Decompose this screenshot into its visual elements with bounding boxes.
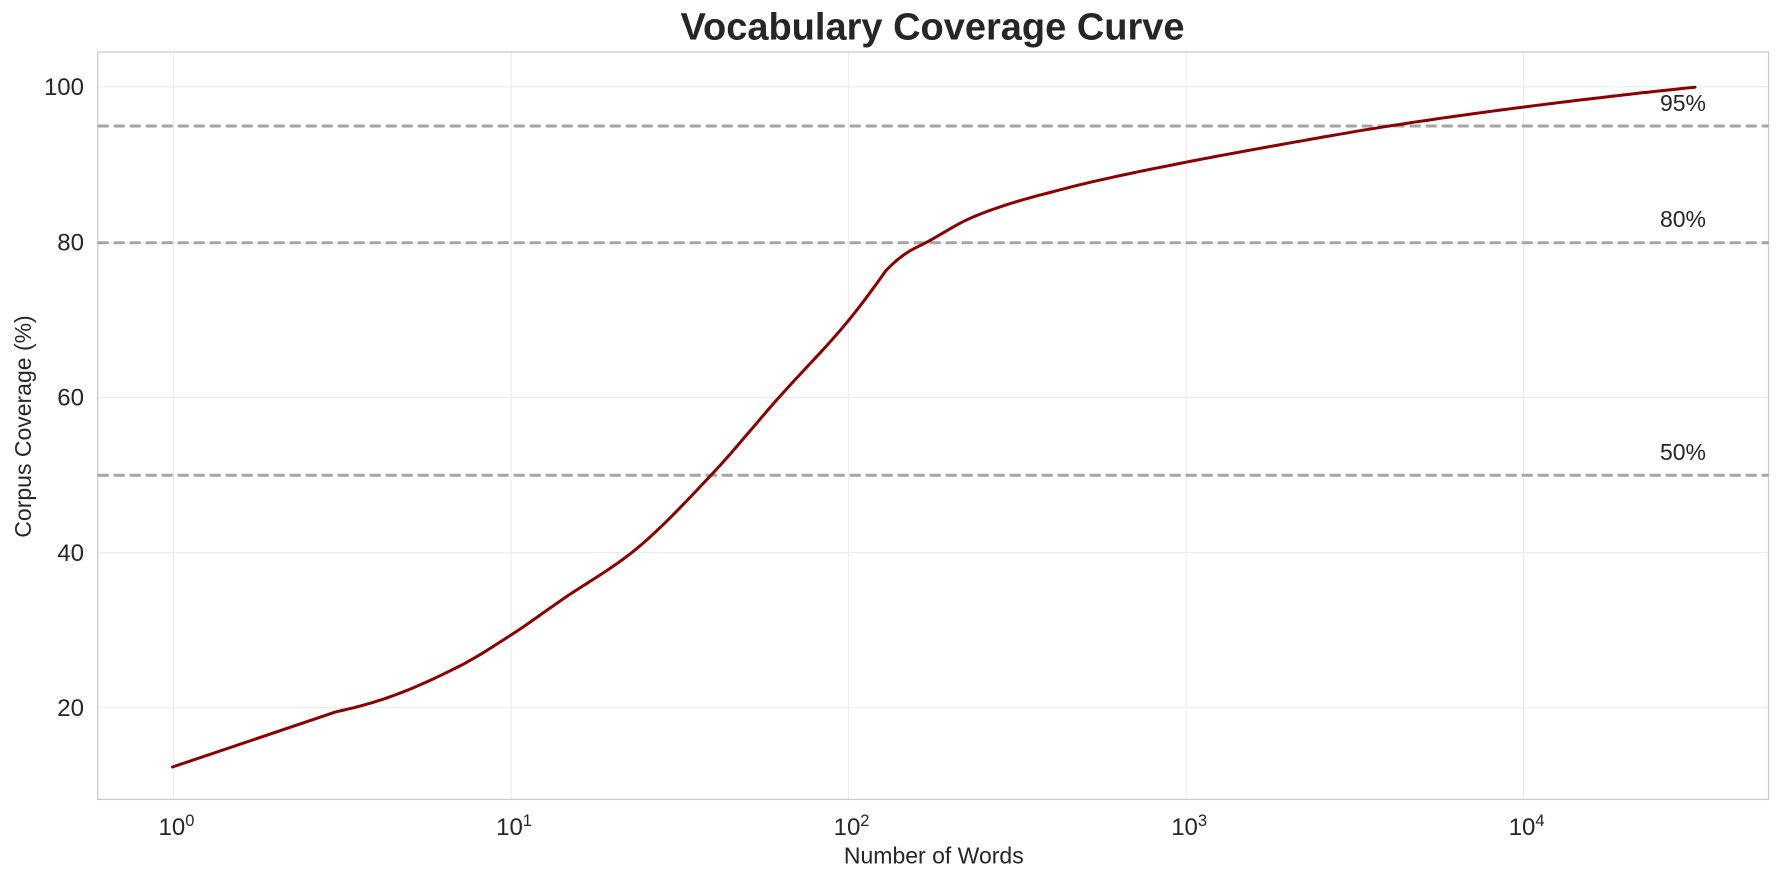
svg-text:80%: 80%: [1660, 206, 1706, 232]
svg-text:Corpus Coverage (%): Corpus Coverage (%): [10, 315, 36, 537]
svg-text:100: 100: [159, 812, 195, 841]
svg-text:100: 100: [44, 74, 84, 101]
svg-text:80: 80: [57, 230, 84, 257]
svg-text:Number of Words: Number of Words: [844, 843, 1024, 869]
svg-text:60: 60: [57, 385, 84, 412]
svg-text:40: 40: [57, 540, 84, 567]
svg-text:50%: 50%: [1660, 439, 1706, 465]
svg-text:Vocabulary Coverage Curve: Vocabulary Coverage Curve: [680, 7, 1184, 49]
svg-text:95%: 95%: [1660, 90, 1706, 116]
svg-text:20: 20: [57, 695, 84, 722]
